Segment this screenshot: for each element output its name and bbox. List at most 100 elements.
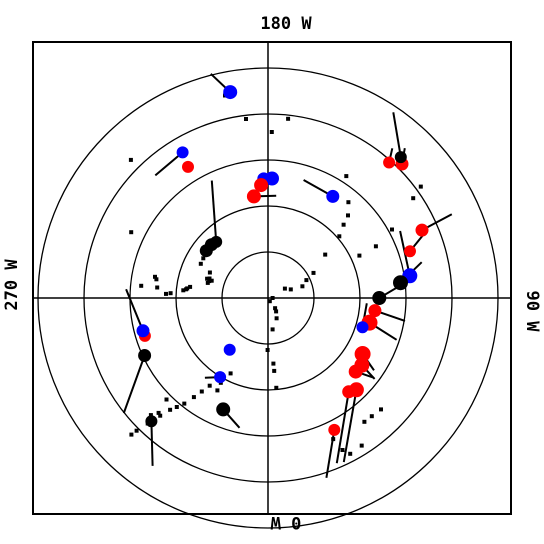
- marker-6: [254, 178, 269, 193]
- track-6-dot-1: [228, 371, 233, 376]
- marker-3: [182, 160, 194, 173]
- track-4-dot-2: [411, 196, 416, 201]
- track-5-dot-3: [274, 309, 279, 314]
- track-2-dot-8: [168, 291, 173, 296]
- track-2-dot-16: [207, 279, 212, 284]
- track-1-dot-3: [269, 130, 274, 134]
- track-6-dot-9: [168, 407, 173, 412]
- track-6-dot-12: [148, 413, 153, 418]
- range-ring-5: [37, 67, 499, 529]
- track-4-dot-3: [390, 227, 394, 232]
- track-5-dot-8: [272, 368, 277, 373]
- marker-11: [326, 189, 340, 203]
- track-7-dot-2: [340, 448, 345, 452]
- label-right: 90 W: [522, 291, 542, 333]
- track-3-dot-6: [323, 252, 328, 257]
- marker-28: [216, 402, 231, 417]
- track-7-dot-7: [379, 407, 383, 412]
- dot-tracks: [128, 93, 423, 456]
- track-4-dot-1: [418, 184, 423, 189]
- label-bottom: 0 W: [270, 512, 301, 532]
- track-2-dot-3: [139, 283, 144, 288]
- track-5-dot-1: [267, 299, 272, 304]
- track-2-dot-9: [181, 288, 186, 293]
- label-top: 180 W: [260, 14, 312, 34]
- track-2-dot-2: [129, 230, 134, 235]
- marker-30: [138, 349, 152, 362]
- track-1-dot-4: [286, 116, 291, 121]
- marker-30-tail: [122, 355, 146, 414]
- track-6-dot-7: [182, 401, 187, 406]
- range-ring-2: [175, 205, 361, 391]
- track-4-dot-5: [357, 253, 362, 258]
- track-7-dot-4: [359, 443, 364, 448]
- marker-26: [223, 343, 236, 356]
- track-2-dot-1: [128, 157, 133, 162]
- marker-27: [214, 371, 227, 384]
- track-7-dot-3: [348, 451, 353, 456]
- range-ring-4: [83, 113, 453, 483]
- plot-frame: [32, 41, 512, 515]
- track-8-dot-4: [129, 432, 134, 437]
- marker-17: [368, 304, 382, 318]
- plot-border: [32, 41, 512, 515]
- marker-20: [354, 346, 371, 362]
- track-5-dot-9: [274, 385, 279, 390]
- marker-32: [136, 324, 150, 338]
- track-3-dot-3: [346, 213, 350, 218]
- track-2-dot-6: [153, 274, 157, 279]
- marker-35: [199, 244, 213, 258]
- track-5-dot-5: [270, 327, 275, 332]
- track-2-dot-18: [207, 270, 212, 275]
- track-3-dot-8: [304, 278, 309, 283]
- track-2-dot-20: [201, 256, 206, 261]
- marker-9: [394, 151, 407, 164]
- marker-2: [176, 146, 189, 159]
- marker-10: [383, 156, 396, 169]
- track-2-dot-5: [154, 277, 159, 282]
- track-2-dot-13: [205, 276, 210, 281]
- track-3-dot-4: [341, 222, 346, 227]
- marker-13: [404, 245, 416, 258]
- track-3-dot-11: [282, 286, 287, 291]
- marker-25-tail: [325, 429, 336, 478]
- track-7-dot-6: [369, 414, 374, 419]
- track-6-dot-8: [174, 405, 179, 409]
- marker-9-tail: [392, 112, 402, 158]
- range-ring-1: [221, 251, 315, 345]
- track-2-dot-19: [198, 261, 203, 266]
- marker-19: [356, 321, 369, 334]
- track-7-dot-5: [362, 419, 367, 424]
- track-6-dot-4: [207, 383, 212, 388]
- track-5-dot-6: [265, 348, 270, 352]
- track-3-dot-9: [300, 284, 305, 289]
- track-2-dot-7: [164, 291, 168, 296]
- marker-1: [223, 85, 238, 100]
- track-5-dot-2: [273, 306, 278, 311]
- track-6-dot-5: [199, 389, 204, 394]
- track-6-dot-3: [215, 388, 220, 393]
- marker-24-tail: [335, 391, 350, 464]
- track-6-dot-6: [191, 395, 196, 400]
- marker-25: [328, 423, 341, 436]
- track-3-dot-2: [346, 200, 351, 205]
- label-left: 270 W: [2, 259, 22, 311]
- track-4-dot-4: [373, 244, 378, 249]
- marker-7: [246, 189, 261, 204]
- marker-22: [348, 364, 363, 379]
- track-5-dot-4: [274, 316, 279, 321]
- track-3-dot-7: [311, 270, 316, 275]
- track-2-dot-11: [185, 286, 190, 291]
- marker-32-tail: [125, 288, 144, 332]
- track-8-dot-3: [134, 428, 139, 433]
- track-3-dot-5: [337, 234, 342, 239]
- marker-24: [342, 385, 356, 399]
- track-2-dot-14: [207, 276, 212, 281]
- track-8-dot-1: [158, 413, 163, 418]
- markers: [136, 85, 429, 436]
- track-2-dot-4: [155, 285, 160, 290]
- range-rings: [37, 67, 499, 529]
- track-2-dot-12: [188, 284, 193, 289]
- track-6-dot-11: [156, 410, 161, 415]
